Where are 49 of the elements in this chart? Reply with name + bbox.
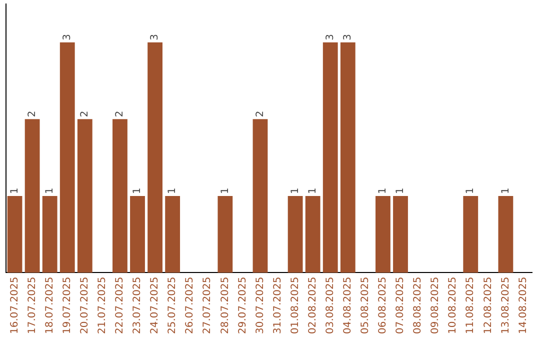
x-tick-label: 12.08.2025 [482,276,494,334]
data-label: 3 [342,34,354,40]
x-tick-label: 30.07.2025 [254,276,266,334]
data-label: 1 [378,188,389,194]
x-tick-label: 25.07.2025 [167,276,178,334]
x-tick-label: 04.08.2025 [342,276,354,334]
x-tick-label: 21.07.2025 [97,276,108,334]
data-label: 2 [79,110,90,118]
x-tick-label: 28.07.2025 [220,276,231,334]
x-tick-label: 05.08.2025 [360,276,372,334]
x-tick-label: 24.07.2025 [150,276,161,334]
data-label: 3 [324,34,336,40]
x-tick-label: 06.08.2025 [378,276,389,334]
x-tick-label: 20.07.2025 [79,276,90,334]
x-tick-label: 27.07.2025 [202,276,214,334]
x-tick-label: 26.07.2025 [184,276,196,334]
data-label: 2 [26,110,38,118]
x-tick-label: 18.07.2025 [44,276,56,334]
x-tick-label: 14.08.2025 [518,276,529,334]
data-label: 1 [395,188,406,194]
x-tick-label: 17.07.2025 [26,276,38,334]
x-tick-label: 16.07.2025 [9,276,20,334]
x-tick-label: 11.08.2025 [465,276,476,334]
data-label: 3 [62,34,73,40]
x-tick-label: 13.08.2025 [500,276,512,334]
data-label: 1 [220,188,231,194]
data-label: 2 [254,110,266,118]
x-tick-label: 08.08.2025 [412,276,424,334]
x-tick-label: 22.07.2025 [114,276,126,334]
x-tick-label: 19.07.2025 [62,276,73,334]
x-tick-label: 09.08.2025 [430,276,442,334]
data-label: 1 [44,188,56,194]
x-tick-label: 10.08.2025 [448,276,459,334]
data-label: 1 [500,188,512,194]
x-tick-label: 31.07.2025 [272,276,284,334]
x-tick-label: 23.07.2025 [132,276,144,334]
data-label: 3 [150,34,161,40]
data-label: 1 [132,188,144,194]
x-tick-label: 07.08.2025 [395,276,406,334]
x-tick-label: 01.08.2025 [290,276,301,334]
data-label: 1 [465,188,476,194]
x-tick-label: 29.07.2025 [237,276,248,334]
data-label: 1 [290,188,301,194]
data-label: 2 [114,110,126,118]
data-label: 1 [307,188,318,194]
x-tick-label: 02.08.2025 [307,276,318,334]
data-label: 1 [9,188,20,194]
x-tick-label: 03.08.2025 [324,276,336,334]
data-label: 1 [167,188,178,194]
